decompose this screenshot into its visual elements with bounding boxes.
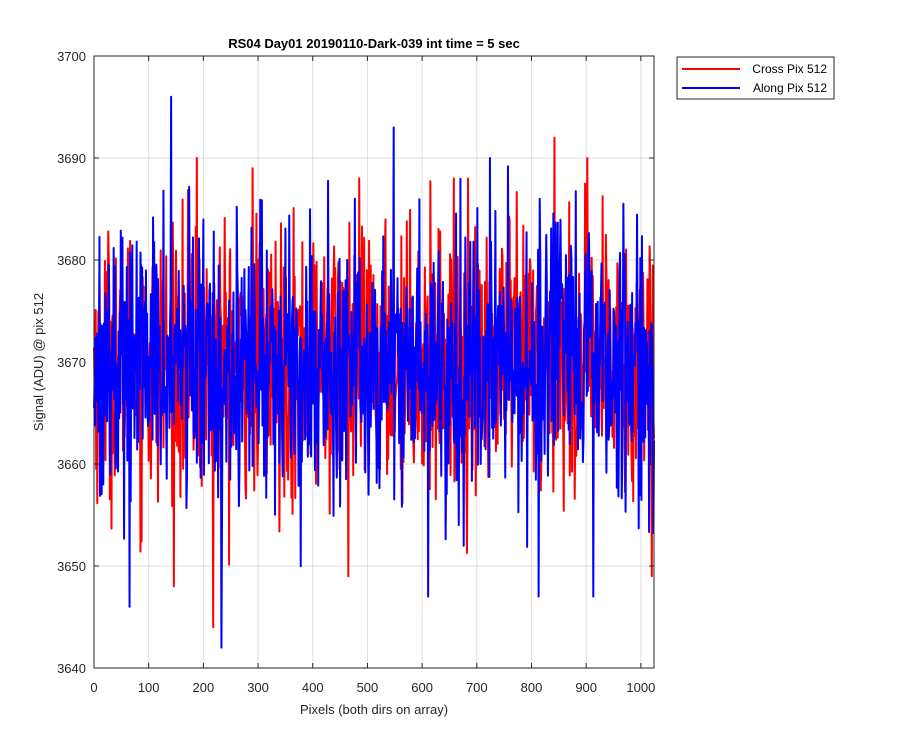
- y-tick-label: 3640: [57, 661, 86, 676]
- chart-title: RS04 Day01 20190110-Dark-039 int time = …: [228, 36, 520, 51]
- axis-ticks: 0 100 200 300 400 500 600 700 800 900 1000 3640 3650…: [57, 49, 655, 695]
- y-tick-label: 3650: [57, 559, 86, 574]
- x-tick-label: 200: [193, 680, 215, 695]
- legend-label-cross: Cross Pix 512: [752, 62, 827, 76]
- series-line-along: [93, 95, 655, 649]
- x-tick-label: 800: [521, 680, 543, 695]
- series-lines: [93, 95, 655, 649]
- y-tick-label: 3700: [57, 49, 86, 64]
- x-tick-label: 600: [411, 680, 433, 695]
- x-tick-label: 700: [466, 680, 488, 695]
- y-tick-label: 3660: [57, 457, 86, 472]
- x-tick-label: 100: [138, 680, 160, 695]
- x-tick-label: 900: [575, 680, 597, 695]
- x-axis-label: Pixels (both dirs on array): [300, 702, 448, 717]
- x-tick-label: 0: [90, 680, 97, 695]
- y-tick-label: 3680: [57, 253, 86, 268]
- x-tick-label: 400: [302, 680, 324, 695]
- x-tick-label: 300: [247, 680, 269, 695]
- y-axis-label: Signal (ADU) @ pix 512: [31, 293, 46, 431]
- y-tick-label: 3690: [57, 151, 86, 166]
- legend: Cross Pix 512 Along Pix 512: [676, 56, 835, 100]
- legend-label-along: Along Pix 512: [753, 81, 827, 95]
- legend-box: [676, 56, 835, 100]
- y-tick-label: 3670: [57, 355, 86, 370]
- x-tick-label: 500: [357, 680, 379, 695]
- x-tick-label: 1000: [626, 680, 655, 695]
